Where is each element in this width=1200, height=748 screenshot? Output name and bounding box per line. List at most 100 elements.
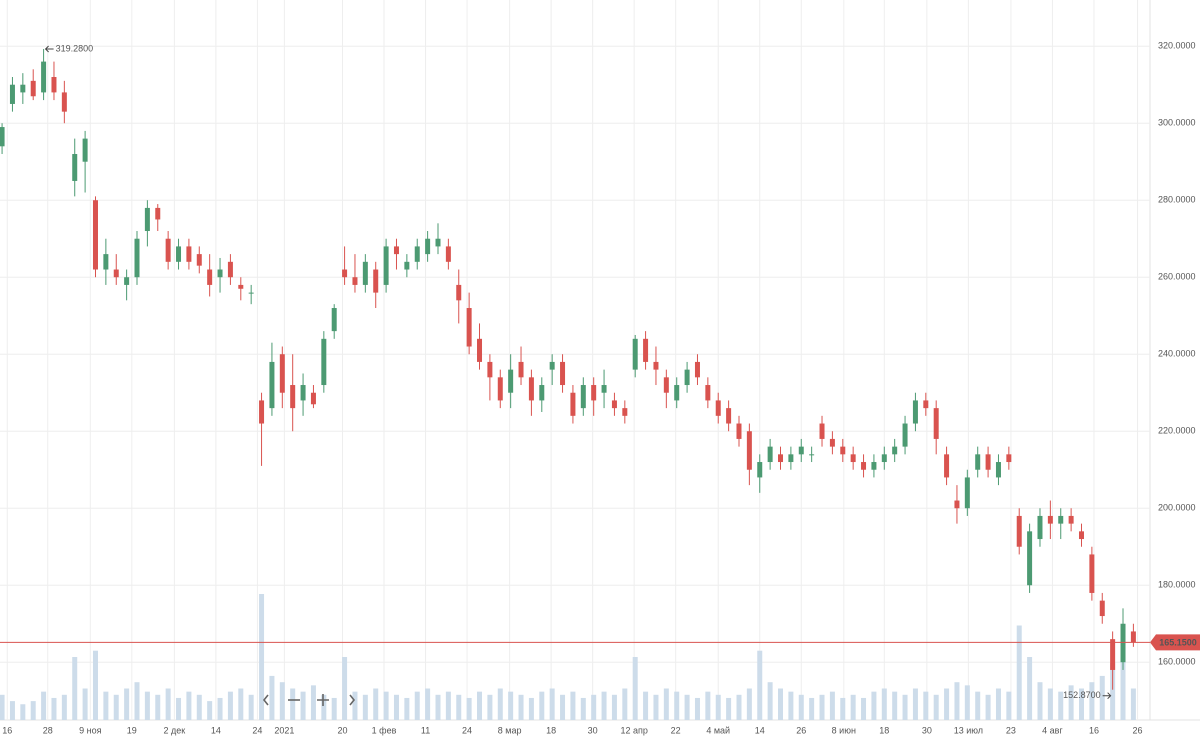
candle-body bbox=[767, 446, 773, 463]
candle-body bbox=[269, 361, 275, 409]
volume-bar bbox=[518, 694, 524, 720]
max-arrow bbox=[44, 45, 54, 53]
volume-bar bbox=[528, 697, 534, 720]
candle-body bbox=[601, 385, 607, 393]
candle-body bbox=[342, 269, 348, 278]
volume-bar bbox=[767, 682, 773, 720]
volume-bar bbox=[570, 691, 576, 720]
candle-body bbox=[238, 284, 244, 289]
y-tick-label: 300.0000 bbox=[1158, 118, 1196, 128]
volume-bar bbox=[30, 701, 36, 720]
candle-body bbox=[383, 246, 389, 285]
volume-bar bbox=[902, 694, 908, 720]
volume-bar bbox=[259, 594, 265, 720]
volume-bar bbox=[549, 688, 555, 720]
volume-bar bbox=[611, 694, 617, 720]
volume-bar bbox=[425, 688, 431, 720]
candle-body bbox=[508, 369, 514, 393]
candle-body bbox=[715, 400, 721, 416]
volume-bar bbox=[61, 694, 67, 720]
volume-bar bbox=[248, 694, 254, 720]
candle-body bbox=[373, 269, 379, 293]
x-tick-label: 28 bbox=[43, 725, 53, 735]
candle-body bbox=[227, 261, 233, 278]
y-tick-label: 260.0000 bbox=[1158, 272, 1196, 282]
y-tick-label: 320.0000 bbox=[1158, 41, 1196, 51]
candle-body bbox=[477, 338, 483, 362]
candle-body bbox=[103, 254, 109, 270]
candle-body bbox=[124, 277, 130, 285]
candle-body bbox=[466, 308, 472, 347]
candle-body bbox=[207, 269, 213, 285]
volume-bar bbox=[124, 688, 130, 720]
volume-bar bbox=[1099, 675, 1105, 720]
x-tick-label: 8 июн bbox=[832, 725, 856, 735]
candle-body bbox=[995, 462, 1001, 478]
candle-body bbox=[1068, 515, 1074, 524]
volume-bar bbox=[933, 694, 939, 720]
volume-layer bbox=[0, 594, 1136, 720]
x-tick-label: 19 bbox=[127, 725, 137, 735]
scroll-right[interactable] bbox=[349, 694, 356, 706]
candle-body bbox=[456, 284, 462, 301]
candle-body bbox=[881, 454, 887, 463]
volume-bar bbox=[51, 697, 57, 720]
volume-bar bbox=[383, 691, 389, 720]
volume-bar bbox=[238, 688, 244, 720]
x-tick-label: 26 bbox=[1133, 725, 1143, 735]
volume-bar bbox=[196, 694, 202, 720]
candle-body bbox=[41, 61, 47, 93]
candle-body bbox=[435, 238, 441, 247]
volume-bar bbox=[404, 697, 410, 720]
candle-body bbox=[1089, 554, 1095, 593]
candle-body bbox=[632, 338, 638, 370]
volume-bar bbox=[144, 691, 150, 720]
volume-bar bbox=[643, 691, 649, 720]
volume-bar bbox=[757, 650, 763, 720]
volume-bar bbox=[456, 694, 462, 720]
scroll-left[interactable] bbox=[262, 694, 269, 706]
candle-body bbox=[663, 377, 669, 393]
min-label: 152.8700 bbox=[1063, 690, 1101, 700]
volume-bar bbox=[715, 694, 721, 720]
volume-bar bbox=[352, 691, 358, 720]
candle-body bbox=[871, 462, 877, 470]
candle-body bbox=[1037, 515, 1043, 540]
volume-bar bbox=[134, 682, 140, 720]
volume-bar bbox=[310, 685, 316, 720]
y-tick-label: 240.0000 bbox=[1158, 349, 1196, 359]
candle-body bbox=[528, 377, 534, 401]
candle-body bbox=[1078, 531, 1084, 540]
candle-body bbox=[196, 254, 202, 266]
candle-body bbox=[736, 423, 742, 439]
candle-body bbox=[393, 246, 399, 255]
y-tick-label: 200.0000 bbox=[1158, 503, 1196, 513]
volume-bar bbox=[674, 691, 680, 720]
volume-bar bbox=[632, 657, 638, 720]
last-price-label: 165.1500 bbox=[1159, 637, 1197, 647]
volume-bar bbox=[176, 697, 182, 720]
candle-body bbox=[892, 446, 898, 455]
volume-bar bbox=[1037, 682, 1043, 720]
volume-bar bbox=[1110, 663, 1116, 720]
volume-bar bbox=[539, 691, 545, 720]
zoom-in[interactable] bbox=[317, 694, 329, 706]
volume-bar bbox=[82, 688, 88, 720]
candle-body bbox=[259, 400, 265, 424]
candle-body bbox=[975, 454, 981, 470]
volume-bar bbox=[622, 688, 628, 720]
volume-bar bbox=[113, 694, 119, 720]
y-tick-label: 160.0000 bbox=[1158, 657, 1196, 667]
volume-bar bbox=[1130, 688, 1136, 720]
volume-bar bbox=[954, 682, 960, 720]
candle-body bbox=[1120, 623, 1126, 663]
volume-bar bbox=[840, 697, 846, 720]
candle-body bbox=[352, 277, 358, 285]
x-tick-label: 4 авг bbox=[1042, 725, 1063, 735]
candle-body bbox=[611, 400, 617, 409]
candle-body bbox=[404, 261, 410, 270]
candle-body bbox=[414, 246, 420, 262]
volume-bar bbox=[746, 688, 752, 720]
volume-bar bbox=[684, 694, 690, 720]
candle-body bbox=[985, 454, 991, 470]
